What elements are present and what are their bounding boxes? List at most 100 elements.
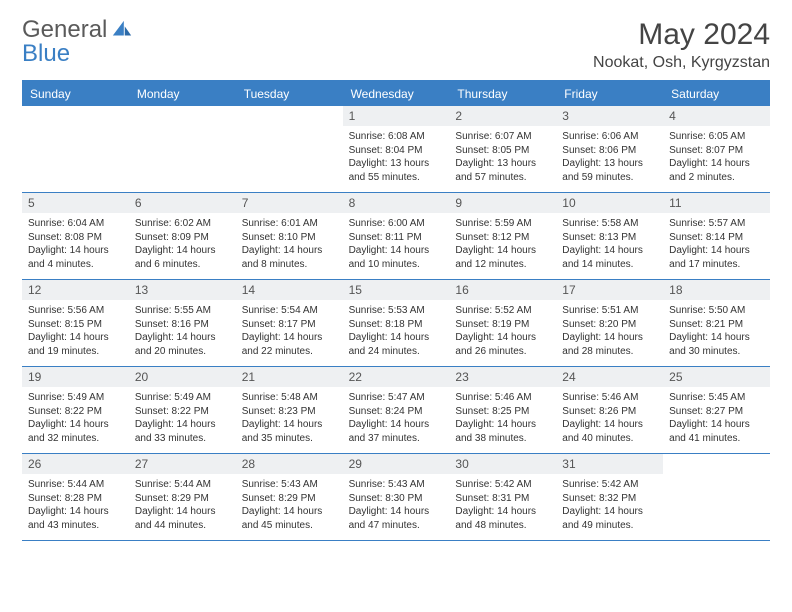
calendar-cell: 3Sunrise: 6:06 AMSunset: 8:06 PMDaylight… bbox=[556, 106, 663, 192]
sunset-text: Sunset: 8:16 PM bbox=[135, 318, 230, 332]
day-info: Sunrise: 5:52 AMSunset: 8:19 PMDaylight:… bbox=[455, 304, 550, 358]
calendar-cell: 25Sunrise: 5:45 AMSunset: 8:27 PMDayligh… bbox=[663, 367, 770, 453]
calendar: SundayMondayTuesdayWednesdayThursdayFrid… bbox=[22, 80, 770, 541]
calendar-cell: 4 Sunrise: 6:05 AMSunset: 8:07 PMDaylight… bbox=[663, 106, 770, 192]
sunrise-text: Sunrise: 6:05 AM bbox=[669, 130, 764, 144]
day-number: 6 bbox=[129, 193, 236, 213]
day-info: Sunrise: 5:48 AMSunset: 8:23 PMDaylight:… bbox=[242, 391, 337, 445]
sunrise-text: Sunrise: 5:42 AM bbox=[562, 478, 657, 492]
day-number: 9 bbox=[449, 193, 556, 213]
daylight-text-1: Daylight: 14 hours bbox=[562, 331, 657, 345]
daylight-text-1: Daylight: 14 hours bbox=[562, 505, 657, 519]
daylight-text-1: Daylight: 14 hours bbox=[242, 244, 337, 258]
sunset-text: Sunset: 8:09 PM bbox=[135, 231, 230, 245]
day-info: Sunrise: 5:46 AMSunset: 8:25 PMDaylight:… bbox=[455, 391, 550, 445]
daylight-text-1: Daylight: 14 hours bbox=[28, 331, 123, 345]
sunset-text: Sunset: 8:21 PM bbox=[669, 318, 764, 332]
sunset-text: Sunset: 8:32 PM bbox=[562, 492, 657, 506]
daylight-text-2: and 10 minutes. bbox=[349, 258, 444, 272]
sunrise-text: Sunrise: 6:06 AM bbox=[562, 130, 657, 144]
daylight-text-2: and 8 minutes. bbox=[242, 258, 337, 272]
day-number: 12 bbox=[22, 280, 129, 300]
daylight-text-1: Daylight: 13 hours bbox=[562, 157, 657, 171]
daylight-text-1: Daylight: 14 hours bbox=[669, 418, 764, 432]
sunrise-text: Sunrise: 5:44 AM bbox=[135, 478, 230, 492]
sunrise-text: Sunrise: 5:56 AM bbox=[28, 304, 123, 318]
sunrise-text: Sunrise: 5:55 AM bbox=[135, 304, 230, 318]
sunrise-text: Sunrise: 5:42 AM bbox=[455, 478, 550, 492]
day-number: 17 bbox=[556, 280, 663, 300]
daylight-text-2: and 45 minutes. bbox=[242, 519, 337, 533]
daylight-text-2: and 26 minutes. bbox=[455, 345, 550, 359]
daylight-text-1: Daylight: 14 hours bbox=[349, 244, 444, 258]
sunset-text: Sunset: 8:04 PM bbox=[349, 144, 444, 158]
day-number: 27 bbox=[129, 454, 236, 474]
calendar-cell: 20Sunrise: 5:49 AMSunset: 8:22 PMDayligh… bbox=[129, 367, 236, 453]
sunrise-text: Sunrise: 5:52 AM bbox=[455, 304, 550, 318]
day-number: 13 bbox=[129, 280, 236, 300]
day-number: 8 bbox=[343, 193, 450, 213]
day-info: Sunrise: 5:49 AMSunset: 8:22 PMDaylight:… bbox=[28, 391, 123, 445]
week-row: 5Sunrise: 6:04 AMSunset: 8:08 PMDaylight… bbox=[22, 193, 770, 280]
title-block: May 2024 Nookat, Osh, Kyrgyzstan bbox=[593, 18, 770, 72]
sunset-text: Sunset: 8:20 PM bbox=[562, 318, 657, 332]
calendar-cell: 19Sunrise: 5:49 AMSunset: 8:22 PMDayligh… bbox=[22, 367, 129, 453]
calendar-cell: 8Sunrise: 6:00 AMSunset: 8:11 PMDaylight… bbox=[343, 193, 450, 279]
daylight-text-2: and 47 minutes. bbox=[349, 519, 444, 533]
sunrise-text: Sunrise: 5:58 AM bbox=[562, 217, 657, 231]
day-info: Sunrise: 5:50 AMSunset: 8:21 PMDaylight:… bbox=[669, 304, 764, 358]
sunset-text: Sunset: 8:17 PM bbox=[242, 318, 337, 332]
day-info: Sunrise: 6:01 AMSunset: 8:10 PMDaylight:… bbox=[242, 217, 337, 271]
day-number: 14 bbox=[236, 280, 343, 300]
sunrise-text: Sunrise: 5:47 AM bbox=[349, 391, 444, 405]
daylight-text-1: Daylight: 14 hours bbox=[135, 331, 230, 345]
calendar-cell: 21Sunrise: 5:48 AMSunset: 8:23 PMDayligh… bbox=[236, 367, 343, 453]
day-number: 4 bbox=[663, 106, 770, 126]
location-text: Nookat, Osh, Kyrgyzstan bbox=[593, 54, 770, 72]
day-number: 16 bbox=[449, 280, 556, 300]
day-number: 11 bbox=[663, 193, 770, 213]
sunset-text: Sunset: 8:25 PM bbox=[455, 405, 550, 419]
sunrise-text: Sunrise: 5:49 AM bbox=[28, 391, 123, 405]
daylight-text-2: and 33 minutes. bbox=[135, 432, 230, 446]
day-number: 3 bbox=[556, 106, 663, 126]
daylight-text-2: and 22 minutes. bbox=[242, 345, 337, 359]
day-header-tuesday: Tuesday bbox=[236, 82, 343, 106]
calendar-cell: 14Sunrise: 5:54 AMSunset: 8:17 PMDayligh… bbox=[236, 280, 343, 366]
day-info: Sunrise: 5:42 AMSunset: 8:31 PMDaylight:… bbox=[455, 478, 550, 532]
daylight-text-1: Daylight: 14 hours bbox=[242, 418, 337, 432]
day-number: 7 bbox=[236, 193, 343, 213]
daylight-text-2: and 37 minutes. bbox=[349, 432, 444, 446]
daylight-text-2: and 49 minutes. bbox=[562, 519, 657, 533]
daylight-text-2: and 19 minutes. bbox=[28, 345, 123, 359]
day-number: 18 bbox=[663, 280, 770, 300]
daylight-text-2: and 48 minutes. bbox=[455, 519, 550, 533]
calendar-cell: 16 Sunrise: 5:52 AMSunset: 8:19 PMDayligh… bbox=[449, 280, 556, 366]
day-info: Sunrise: 5:53 AMSunset: 8:18 PMDaylight:… bbox=[349, 304, 444, 358]
day-number: 29 bbox=[343, 454, 450, 474]
daylight-text-1: Daylight: 14 hours bbox=[455, 244, 550, 258]
calendar-cell: 22Sunrise: 5:47 AMSunset: 8:24 PMDayligh… bbox=[343, 367, 450, 453]
day-header-sunday: Sunday bbox=[22, 82, 129, 106]
daylight-text-2: and 35 minutes. bbox=[242, 432, 337, 446]
day-info: Sunrise: 6:05 AMSunset: 8:07 PMDaylight:… bbox=[669, 130, 764, 184]
sunrise-text: Sunrise: 5:43 AM bbox=[349, 478, 444, 492]
sunrise-text: Sunrise: 5:44 AM bbox=[28, 478, 123, 492]
daylight-text-1: Daylight: 14 hours bbox=[28, 418, 123, 432]
sunset-text: Sunset: 8:22 PM bbox=[135, 405, 230, 419]
sunrise-text: Sunrise: 5:48 AM bbox=[242, 391, 337, 405]
daylight-text-2: and 38 minutes. bbox=[455, 432, 550, 446]
sunset-text: Sunset: 8:19 PM bbox=[455, 318, 550, 332]
sunrise-text: Sunrise: 5:51 AM bbox=[562, 304, 657, 318]
daylight-text-1: Daylight: 14 hours bbox=[669, 244, 764, 258]
daylight-text-1: Daylight: 14 hours bbox=[349, 418, 444, 432]
sunset-text: Sunset: 8:26 PM bbox=[562, 405, 657, 419]
week-row: 12Sunrise: 5:56 AMSunset: 8:15 PMDayligh… bbox=[22, 280, 770, 367]
daylight-text-2: and 55 minutes. bbox=[349, 171, 444, 185]
sunset-text: Sunset: 8:13 PM bbox=[562, 231, 657, 245]
sunrise-text: Sunrise: 5:46 AM bbox=[562, 391, 657, 405]
daylight-text-2: and 4 minutes. bbox=[28, 258, 123, 272]
sunrise-text: Sunrise: 6:01 AM bbox=[242, 217, 337, 231]
calendar-cell: 18 Sunrise: 5:50 AMSunset: 8:21 PMDayligh… bbox=[663, 280, 770, 366]
daylight-text-1: Daylight: 14 hours bbox=[135, 418, 230, 432]
